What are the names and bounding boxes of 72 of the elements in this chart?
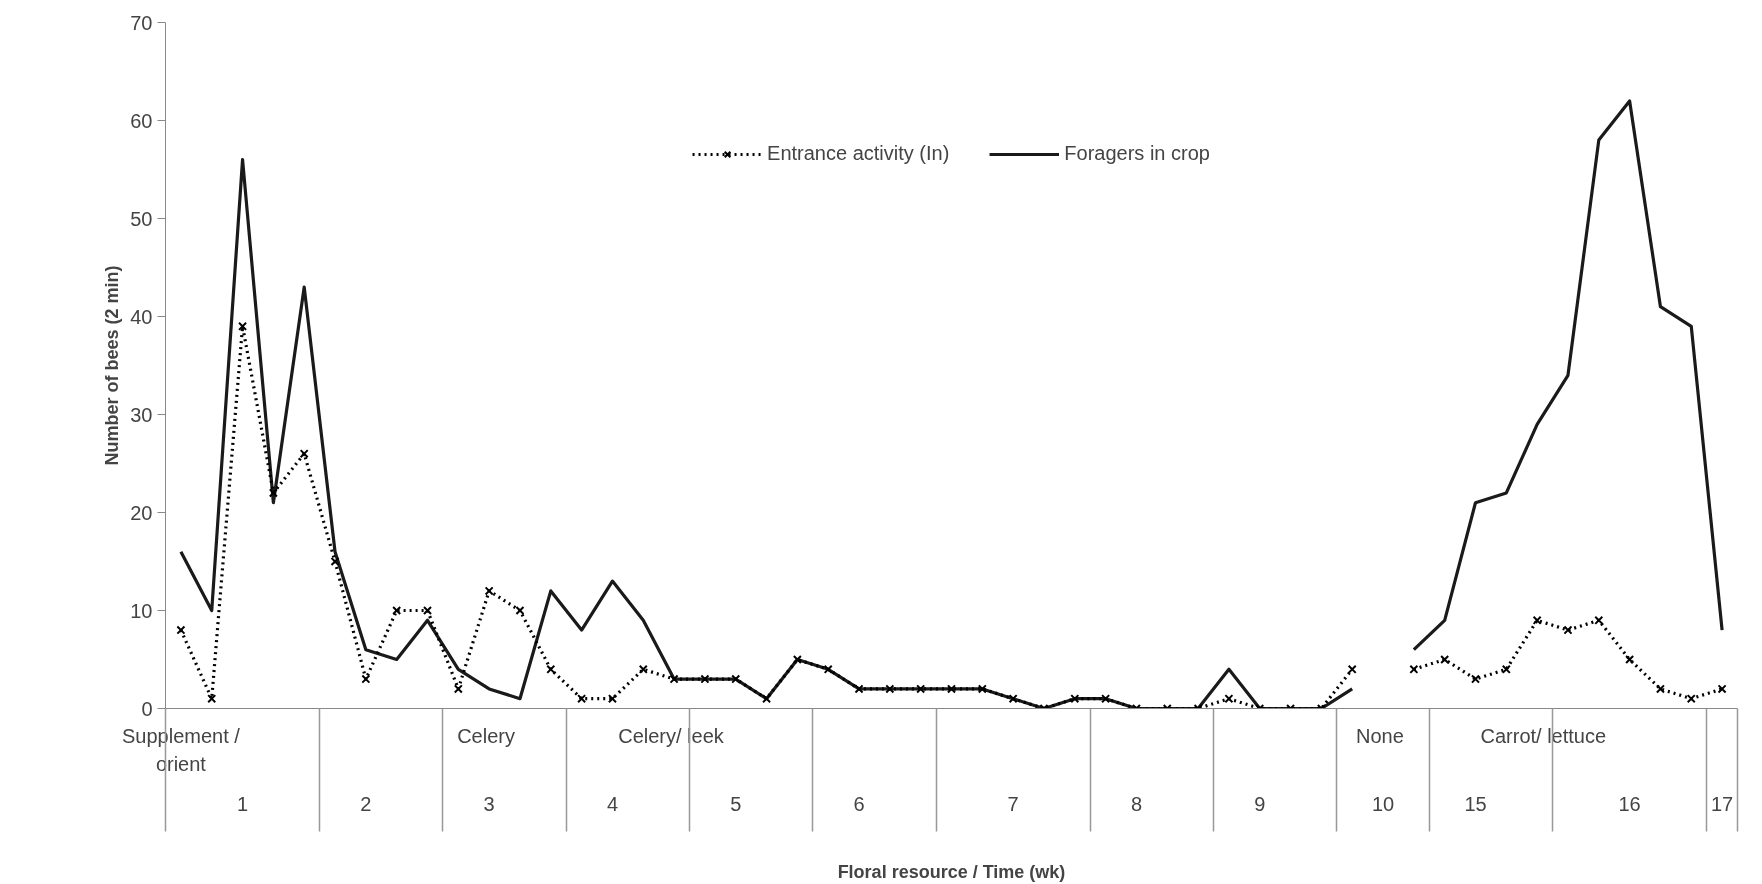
point [916,684,926,694]
y-tick-label: 40 [130,305,153,328]
x-tick-label: 5 [730,792,742,815]
y-tick-label: 20 [130,501,153,524]
x-tick-label: 16 [1618,792,1641,815]
point [946,684,957,694]
text: Carrot/ lettuce [1480,724,1607,747]
x-tick-label: 6 [853,792,865,815]
point [1224,694,1234,704]
text: None [1356,724,1404,747]
point [238,321,248,331]
point [977,684,987,694]
point [700,674,710,684]
point [1686,694,1696,704]
point [268,488,278,498]
point [392,605,402,616]
point [1532,615,1542,625]
point [515,605,525,616]
x-tick-label: 2 [360,792,372,815]
y-tick-label: 10 [130,599,153,622]
point [1625,654,1635,665]
x-tick-label: 9 [1254,792,1266,815]
y-tick-label: 30 [130,403,153,426]
point [1501,664,1511,674]
y-tick-label: 60 [130,109,153,132]
point [1563,625,1573,635]
point [762,694,772,704]
x-tick-label: 4 [606,792,618,815]
point [299,449,309,459]
point [484,586,494,596]
point [546,664,556,674]
point [1008,694,1018,704]
point [207,694,217,704]
point [361,674,371,684]
point [1409,664,1419,674]
point [422,605,433,616]
point [1347,664,1357,674]
y-tick-label: 0 [141,697,153,720]
point [1070,694,1080,704]
point [330,556,340,567]
point [1717,684,1727,694]
x-axis-title: Floral resource / Time (wk) [837,861,1066,882]
x-tick-label: 3 [483,792,495,815]
point [731,674,741,684]
point [854,684,864,694]
point [792,654,802,665]
point [176,625,186,635]
text: Celery [457,724,515,747]
point [453,684,463,694]
point [1440,654,1450,665]
point [885,684,895,694]
text: Supplement / orient [121,724,241,776]
y-axis-title: Number of bees (2 min) [102,265,123,466]
point [1101,694,1111,704]
point [1655,684,1665,694]
x-tick-label: 15 [1464,792,1487,815]
point [577,694,587,704]
point [823,664,833,674]
point [638,664,648,674]
x-tick-label: 7 [1007,792,1019,815]
point [607,694,617,704]
point [669,674,679,684]
point [1594,615,1604,625]
legend-label: Foragers in crop [1064,142,1210,165]
point [1470,674,1481,684]
y-tick-label: 50 [130,207,153,230]
x-tick-label: 1 [237,792,249,815]
legend-label: Entrance activity (In) [767,142,950,165]
x-tick-label: 17 [1710,792,1734,815]
x-tick-label: 8 [1130,792,1142,815]
x-tick-label: 10 [1371,792,1395,815]
y-tick-label: 70 [130,11,153,34]
